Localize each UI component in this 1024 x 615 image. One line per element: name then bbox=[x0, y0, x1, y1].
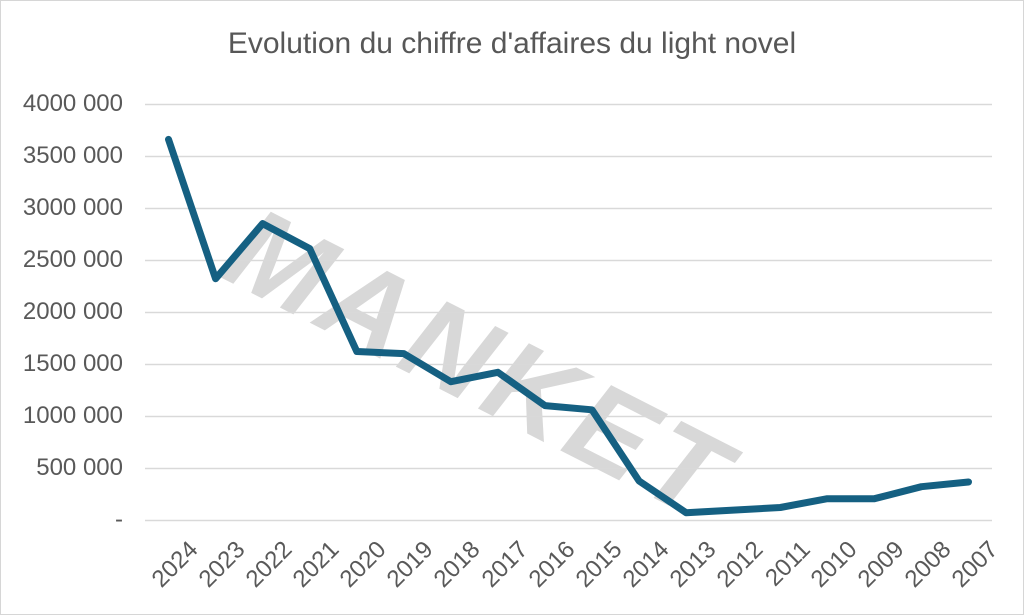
x-axis-tick-label: 2016 bbox=[523, 536, 581, 593]
x-axis-tick-label: 2017 bbox=[476, 536, 533, 593]
y-axis-tick-label: 3500 000 bbox=[22, 142, 123, 169]
x-axis-tick-label: 2015 bbox=[570, 536, 628, 593]
x-axis-tick-label: 2012 bbox=[711, 536, 769, 593]
x-axis-tick-label: 2007 bbox=[946, 536, 1004, 593]
data-series-line bbox=[165, 135, 972, 517]
x-axis-tick-label: 2010 bbox=[805, 536, 863, 593]
y-axis-tick-label: - bbox=[115, 506, 123, 533]
y-axis-tick-label: 1000 000 bbox=[22, 402, 123, 429]
x-axis-tick-label: 2023 bbox=[193, 536, 251, 593]
x-axis-tick-label: 2020 bbox=[334, 536, 392, 593]
y-axis-tick-label: 2000 000 bbox=[22, 298, 123, 325]
x-axis-tick-label: 2014 bbox=[617, 536, 675, 593]
x-axis-tick-label: 2021 bbox=[287, 536, 345, 593]
x-axis-tick-label: 2024 bbox=[146, 536, 204, 593]
x-axis-tick-label: 2022 bbox=[240, 536, 298, 593]
y-axis-tick-label: 2500 000 bbox=[22, 246, 123, 273]
x-axis-tick-label: 2009 bbox=[852, 536, 910, 593]
y-axis-tick-label: 4000 000 bbox=[22, 90, 123, 117]
y-axis-tick-label: 1500 000 bbox=[22, 350, 123, 377]
x-axis-tick-label: 2013 bbox=[664, 536, 722, 593]
chart-canvas: MANKET bbox=[145, 103, 992, 548]
x-axis-tick-label: 2018 bbox=[429, 536, 486, 593]
y-axis-tick-label: 500 000 bbox=[36, 454, 123, 481]
y-axis-tick-label: 3000 000 bbox=[22, 194, 123, 221]
x-axis-tick-label: 2008 bbox=[899, 536, 957, 593]
x-axis-tick-label: 2011 bbox=[759, 536, 816, 592]
x-axis-tick-label: 2019 bbox=[382, 536, 439, 593]
chart-title: Evolution du chiffre d'affaires du light… bbox=[227, 27, 797, 60]
